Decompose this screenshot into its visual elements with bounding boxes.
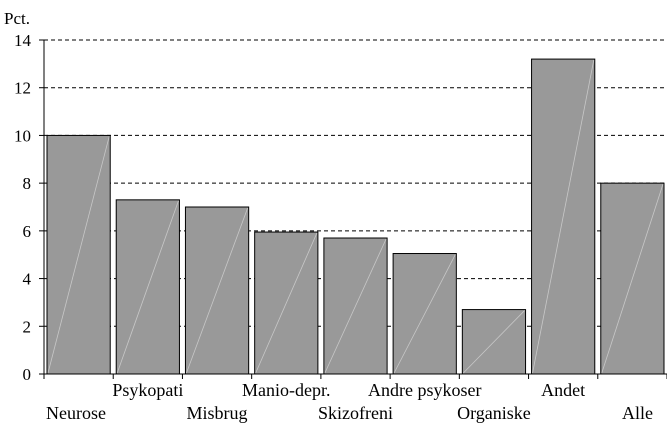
category-label: Neurose xyxy=(46,403,106,423)
y-tick-labels: 0 2 4 6 8 10 12 14 xyxy=(14,31,32,384)
bar-highlight xyxy=(532,60,595,374)
bar-highlight xyxy=(463,310,525,374)
y-tick-label: 6 xyxy=(23,222,32,241)
y-axis-unit-label: Pct. xyxy=(4,9,30,28)
bar-highlight xyxy=(393,254,456,374)
bars xyxy=(46,58,665,375)
y-tick-label: 0 xyxy=(23,365,32,384)
bar xyxy=(600,182,665,375)
bar-highlight xyxy=(186,207,249,374)
category-label: Andre psykoser xyxy=(368,380,481,400)
bar-highlight xyxy=(47,136,110,374)
bar-highlight xyxy=(255,232,318,374)
axes xyxy=(39,39,667,379)
bar-highlight xyxy=(601,184,664,374)
category-label: Skizofreni xyxy=(318,403,393,423)
category-label: Misbrug xyxy=(187,403,248,423)
bar-highlight xyxy=(324,238,387,374)
y-tick-label: 14 xyxy=(14,31,32,50)
y-tick-label: 10 xyxy=(14,126,31,145)
category-label: Psykopati xyxy=(112,380,183,400)
category-label: Manio-depr. xyxy=(242,380,330,400)
bar-highlight xyxy=(116,200,179,374)
category-label: Andet xyxy=(541,380,585,400)
y-tick-label: 4 xyxy=(23,270,32,289)
category-label: Organiske xyxy=(457,403,531,423)
category-label: Alle xyxy=(622,403,653,423)
y-tick-label: 2 xyxy=(23,317,32,336)
y-tick-label: 8 xyxy=(23,174,32,193)
y-tick-label: 12 xyxy=(14,79,31,98)
